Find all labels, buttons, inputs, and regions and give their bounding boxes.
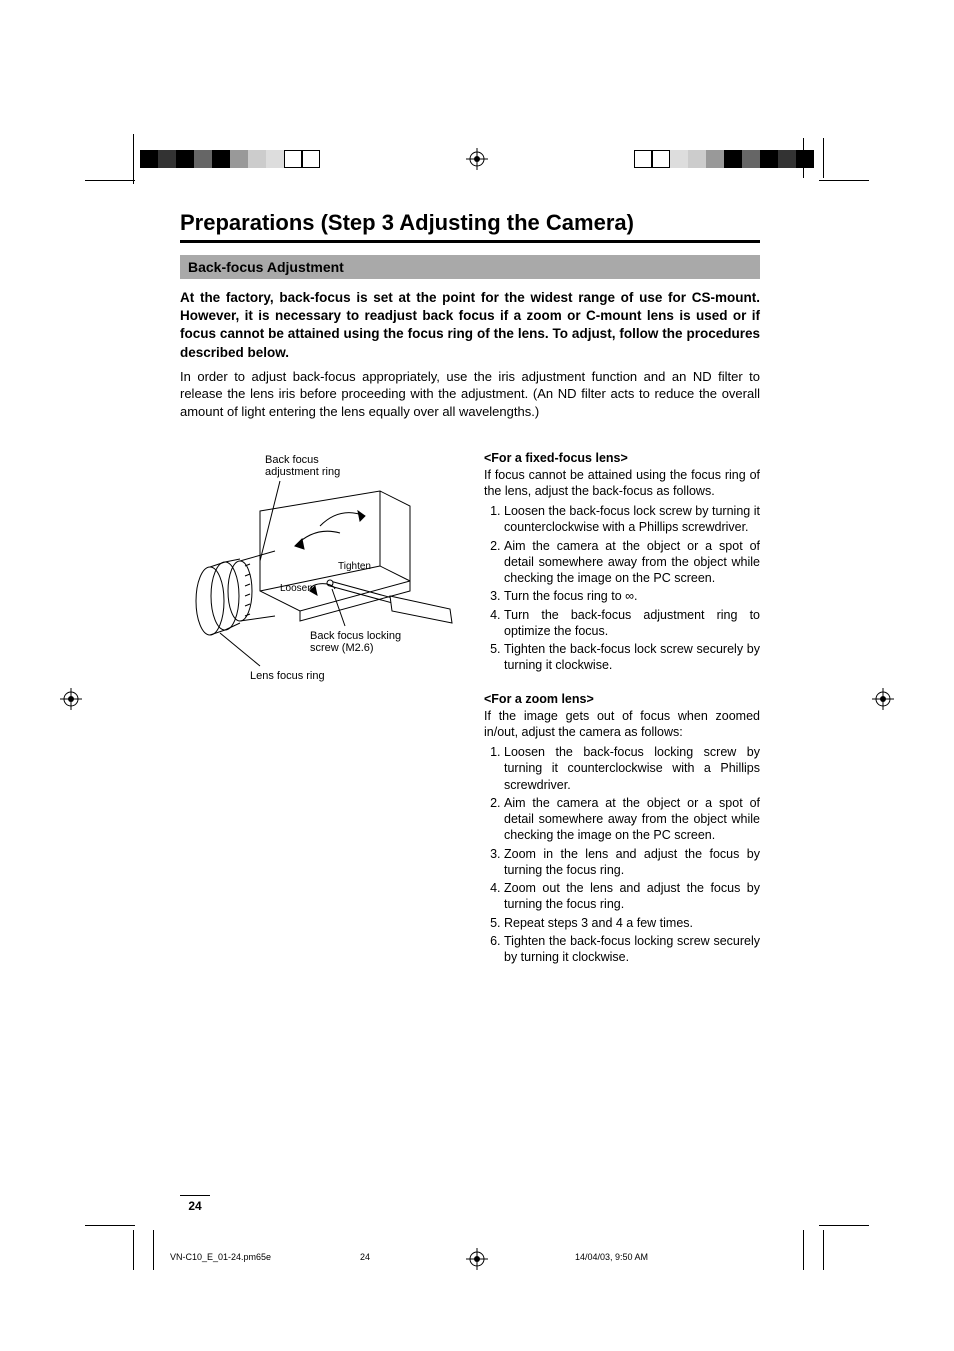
color-swatch — [284, 150, 302, 168]
list-item: Turn the back-focus adjustment ring to o… — [504, 607, 760, 640]
color-swatch — [266, 150, 284, 168]
instructions-column: <For a fixed-focus lens> If focus cannot… — [484, 451, 760, 968]
list-item: Loosen the back-focus lock screw by turn… — [504, 503, 760, 536]
crop-mark — [133, 134, 134, 184]
zoom-intro: If the image gets out of focus when zoom… — [484, 708, 760, 741]
color-swatch — [778, 150, 796, 168]
list-item: Zoom out the lens and adjust the focus b… — [504, 880, 760, 913]
color-swatch — [248, 150, 266, 168]
list-item: Tighten the back-focus lock screw secure… — [504, 641, 760, 674]
diagram-column: Back focusadjustment ring — [180, 451, 460, 968]
list-item: Aim the camera at the object or a spot o… — [504, 795, 760, 844]
crop-mark — [153, 1230, 154, 1270]
crop-mark — [85, 180, 135, 181]
crop-mark — [133, 1230, 134, 1270]
crop-mark — [819, 180, 869, 181]
label-focus-ring: Lens focus ring — [250, 670, 325, 682]
page-number: 24 — [180, 1195, 210, 1213]
section-heading: Back-focus Adjustment — [180, 255, 760, 279]
color-swatch — [212, 150, 230, 168]
footer-page: 24 — [360, 1252, 370, 1262]
fixed-intro: If focus cannot be attained using the fo… — [484, 467, 760, 500]
camera-diagram: Back focusadjustment ring — [180, 451, 460, 701]
color-swatch — [760, 150, 778, 168]
fixed-focus-block: <For a fixed-focus lens> If focus cannot… — [484, 451, 760, 674]
intro-regular-text: In order to adjust back-focus appropriat… — [180, 368, 760, 421]
zoom-heading: <For a zoom lens> — [484, 692, 760, 706]
registration-mark-left-icon — [60, 688, 82, 715]
color-swatch — [652, 150, 670, 168]
crop-mark — [803, 1230, 804, 1270]
list-item: Turn the focus ring to ∞. — [504, 588, 760, 604]
color-swatch — [158, 150, 176, 168]
page-title: Preparations (Step 3 Adjusting the Camer… — [180, 210, 760, 236]
title-row: Preparations (Step 3 Adjusting the Camer… — [180, 210, 760, 243]
zoom-steps-list: Loosen the back-focus locking screw by t… — [484, 744, 760, 965]
crop-mark — [85, 1225, 135, 1226]
list-item: Tighten the back-focus locking screw sec… — [504, 933, 760, 966]
color-swatch — [230, 150, 248, 168]
label-tighten: Tighten — [338, 561, 371, 572]
crop-mark — [823, 138, 824, 178]
crop-mark — [823, 1230, 824, 1270]
color-swatch — [194, 150, 212, 168]
color-swatch — [742, 150, 760, 168]
printer-marks-top — [0, 150, 954, 180]
list-item: Loosen the back-focus locking screw by t… — [504, 744, 760, 793]
color-bar-left — [140, 150, 320, 168]
zoom-lens-block: <For a zoom lens> If the image gets out … — [484, 692, 760, 966]
color-swatch — [724, 150, 742, 168]
color-bar-right — [634, 150, 814, 168]
crop-mark — [803, 138, 804, 178]
two-column-layout: Back focusadjustment ring — [180, 451, 760, 968]
registration-mark-top-icon — [466, 148, 488, 175]
list-item: Repeat steps 3 and 4 a few times. — [504, 915, 760, 931]
footer-filename: VN-C10_E_01-24.pm65e — [170, 1252, 271, 1262]
page-content: Preparations (Step 3 Adjusting the Camer… — [180, 210, 760, 967]
color-swatch — [140, 150, 158, 168]
footer-date: 14/04/03, 9:50 AM — [575, 1252, 648, 1262]
fixed-steps-list: Loosen the back-focus lock screw by turn… — [484, 503, 760, 674]
color-swatch — [706, 150, 724, 168]
color-swatch — [176, 150, 194, 168]
fixed-heading: <For a fixed-focus lens> — [484, 451, 760, 465]
color-swatch — [634, 150, 652, 168]
registration-mark-right-icon — [872, 688, 894, 715]
label-adjustment-ring: Back focusadjustment ring — [265, 454, 340, 478]
list-item: Aim the camera at the object or a spot o… — [504, 538, 760, 587]
color-swatch — [796, 150, 814, 168]
crop-mark — [819, 1225, 869, 1226]
color-swatch — [688, 150, 706, 168]
intro-bold-text: At the factory, back-focus is set at the… — [180, 289, 760, 362]
label-screw: Back focus lockingscrew (M2.6) — [310, 630, 401, 654]
color-swatch — [670, 150, 688, 168]
list-item: Zoom in the lens and adjust the focus by… — [504, 846, 760, 879]
color-swatch — [302, 150, 320, 168]
registration-mark-bottom-icon — [466, 1248, 488, 1275]
label-loosen: Loosen — [280, 583, 313, 594]
